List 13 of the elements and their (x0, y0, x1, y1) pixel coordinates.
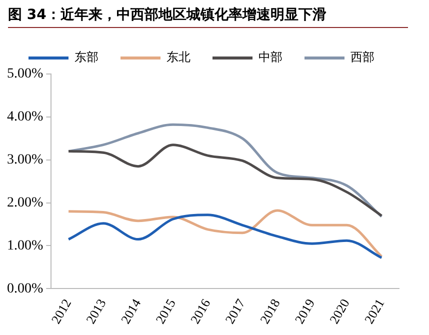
legend-label: 东北 (166, 50, 190, 64)
legend-label: 西部 (350, 50, 374, 64)
legend-label: 东部 (74, 50, 98, 64)
legend-label: 中部 (258, 50, 282, 64)
y-tick-label: 4.00% (6, 110, 44, 125)
y-tick-label: 1.00% (6, 238, 44, 254)
y-tick-label: 5.00% (6, 66, 44, 82)
y-tick-label: 2.00% (6, 195, 44, 210)
y-tick-label: 3.00% (6, 152, 44, 168)
y-tick-label: 0.00% (6, 281, 44, 296)
chart-title: 图 34：近年来，中西部地区城镇化率增速明显下滑 (8, 6, 408, 28)
line-series (67, 123, 383, 218)
line-series (67, 144, 383, 217)
